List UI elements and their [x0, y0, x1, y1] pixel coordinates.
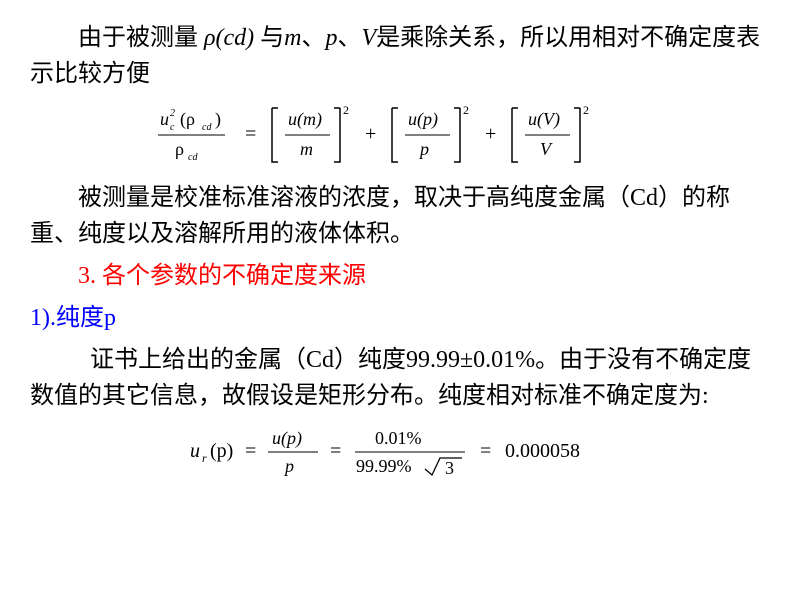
svg-text:(ρ: (ρ: [180, 109, 195, 130]
svg-text:+: +: [485, 123, 496, 145]
svg-text:cd: cd: [188, 152, 198, 163]
rho-cd: ρ(cd): [204, 25, 254, 51]
svg-text:=: =: [245, 440, 256, 462]
p1-text-d: 、: [338, 25, 362, 51]
svg-text:m: m: [300, 139, 313, 159]
svg-text:3: 3: [445, 458, 454, 478]
svg-text:0.000058: 0.000058: [505, 440, 580, 462]
p2-text: 被测量是校准标准溶液的浓度，取决于高纯度金属（Cd）的称重、纯度以及溶解所用的液…: [30, 185, 730, 247]
p1-text-b: 与: [254, 25, 284, 51]
svg-text:0.01%: 0.01%: [375, 428, 422, 448]
svg-text:=: =: [480, 440, 491, 462]
svg-text:2: 2: [583, 103, 589, 117]
p3-text: 证书上给出的金属（Cd）纯度99.99±0.01%。由于没有不确定度数值的其它信…: [30, 347, 751, 409]
svg-text:2: 2: [463, 103, 469, 117]
h3-text: 3. 各个参数的不确定度来源: [78, 263, 366, 289]
var-v: V: [362, 25, 377, 51]
paragraph-1: 由于被测量 ρ(cd) 与m、p、V是乘除关系，所以用相对不确定度表示比较方便: [30, 20, 770, 92]
svg-text:r: r: [202, 451, 207, 465]
heading-3-1: 1).纯度p: [30, 300, 770, 336]
heading-3: 3. 各个参数的不确定度来源: [30, 258, 770, 294]
svg-text:2: 2: [170, 108, 175, 119]
equation-1: u 2 c (ρ cd ) ρ cd = u(m) m 2: [30, 100, 770, 170]
p1-text-a: 由于被测量: [78, 25, 204, 51]
svg-text:u: u: [190, 440, 200, 462]
svg-text:p: p: [283, 456, 294, 476]
svg-text:(p): (p): [210, 440, 233, 462]
page: 由于被测量 ρ(cd) 与m、p、V是乘除关系，所以用相对不确定度表示比较方便 …: [0, 0, 800, 482]
p1-text-c: 、: [302, 25, 326, 51]
svg-text:u(p): u(p): [272, 428, 302, 449]
paragraph-2: 被测量是校准标准溶液的浓度，取决于高纯度金属（Cd）的称重、纯度以及溶解所用的液…: [30, 180, 770, 252]
equation-2: u r (p) = u(p) p = 0.01% 99.99% 3 = 0.00…: [30, 422, 770, 482]
svg-text:cd: cd: [202, 122, 212, 133]
svg-text:u(p): u(p): [408, 109, 438, 130]
paragraph-3: 证书上给出的金属（Cd）纯度99.99±0.01%。由于没有不确定度数值的其它信…: [30, 342, 770, 414]
var-p: p: [326, 25, 338, 51]
svg-text:c: c: [170, 122, 175, 133]
var-m: m: [284, 25, 301, 51]
svg-text:ρ: ρ: [175, 139, 184, 159]
svg-text:): ): [215, 109, 221, 130]
svg-text:u(V): u(V): [528, 109, 560, 130]
h31-text: 1).纯度p: [30, 305, 116, 331]
svg-text:99.99%: 99.99%: [356, 456, 412, 476]
svg-text:2: 2: [343, 103, 349, 117]
svg-text:+: +: [365, 123, 376, 145]
svg-text:=: =: [245, 123, 256, 145]
svg-text:=: =: [330, 440, 341, 462]
svg-text:V: V: [540, 139, 553, 159]
svg-text:p: p: [418, 139, 429, 159]
svg-text:u(m): u(m): [288, 109, 322, 130]
svg-text:u: u: [160, 109, 169, 129]
